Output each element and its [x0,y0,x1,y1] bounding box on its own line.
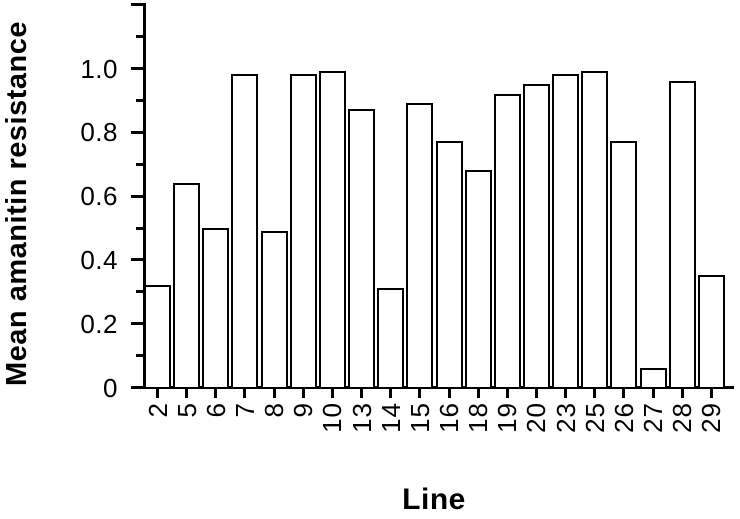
bar-line-15 [406,103,434,389]
x-tick-line-13 [360,389,364,398]
y-minor-tick-1.1 [136,35,143,39]
y-axis-line [143,3,146,389]
x-tick-line-6 [214,389,218,398]
x-tick-line-23 [564,389,568,398]
x-axis-title: Line [402,483,466,516]
x-tick-line-26 [622,389,626,398]
y-minor-tick-0.7 [136,162,143,166]
x-tick-label-6: 6 [200,402,231,418]
x-tick-label-25: 25 [579,402,610,433]
x-tick-label-14: 14 [375,402,406,433]
x-tick-line-5 [185,389,189,398]
x-tick-label-26: 26 [608,402,639,433]
x-tick-label-5: 5 [171,402,202,418]
x-tick-label-13: 13 [346,402,377,433]
x-tick-label-23: 23 [550,402,581,433]
y-tick-label-0.2: 0.2 [80,308,118,339]
y-minor-tick-0.9 [136,98,143,102]
y-axis-title-wrap: Mean amanitin resistance [1,0,34,406]
bar-line-7 [231,74,259,389]
x-tick-line-25 [593,389,597,398]
x-tick-label-19: 19 [492,402,523,433]
bar-line-13 [348,109,376,389]
x-tick-line-15 [418,389,422,398]
y-major-tick-0.6 [131,194,143,198]
bar-line-23 [552,74,580,389]
x-tick-line-16 [447,389,451,398]
x-tick-label-10: 10 [317,402,348,433]
x-tick-line-14 [389,389,393,398]
x-tick-label-18: 18 [463,402,494,433]
y-minor-tick-0.3 [136,290,143,294]
x-tick-line-28 [680,389,684,398]
x-tick-label-28: 28 [667,402,698,433]
y-major-tick-0.4 [131,258,143,262]
x-tick-line-10 [330,389,334,398]
y-axis-title: Mean amanitin resistance [1,20,33,386]
bar-line-10 [318,71,346,389]
x-tick-line-2 [156,389,159,398]
bar-line-18 [464,170,492,389]
x-tick-line-19 [505,389,509,398]
bar-line-19 [493,93,521,389]
y-major-tick-0.2 [131,322,143,326]
bar-line-28 [668,80,696,389]
y-tick-label-0.6: 0.6 [80,181,118,212]
y-tick-label-0.8: 0.8 [80,117,118,148]
x-tick-label-9: 9 [288,402,319,418]
x-tick-label-27: 27 [638,402,669,433]
bar-line-2 [144,284,171,389]
y-minor-tick-0.5 [136,226,143,230]
bar-line-14 [377,288,405,389]
bar-line-6 [202,227,230,389]
x-tick-line-29 [709,389,713,398]
y-major-tick-0.8 [131,130,143,134]
y-minor-tick-0.1 [136,354,143,358]
x-tick-label-20: 20 [521,402,552,433]
y-tick-label-0: 0 [103,372,118,403]
x-tick-label-29: 29 [696,402,727,433]
x-tick-line-20 [534,389,538,398]
bar-line-27 [639,367,667,389]
bar-line-29 [697,275,725,389]
bar-line-9 [289,74,317,389]
x-tick-line-18 [476,389,480,398]
bar-line-5 [173,182,201,389]
x-tick-label-8: 8 [259,402,290,418]
x-tick-line-7 [243,389,247,398]
x-tick-line-27 [651,389,655,398]
bar-line-16 [435,141,463,389]
y-major-tick-0.0 [131,386,143,389]
bar-line-26 [610,141,638,389]
x-tick-label-2: 2 [142,402,173,418]
y-major-tick-1.0 [131,67,143,70]
bar-line-20 [522,83,550,389]
x-tick-label-15: 15 [404,402,435,433]
x-tick-line-8 [272,389,276,398]
y-tick-label-0.4: 0.4 [80,244,118,275]
x-tick-line-9 [301,389,305,398]
x-tick-label-16: 16 [434,402,464,433]
x-tick-label-7: 7 [229,402,260,418]
y-major-tick-1.2 [131,3,143,7]
y-tick-label-1.0: 1.0 [80,53,118,84]
bar-line-8 [260,230,288,389]
bar-line-25 [581,71,609,389]
